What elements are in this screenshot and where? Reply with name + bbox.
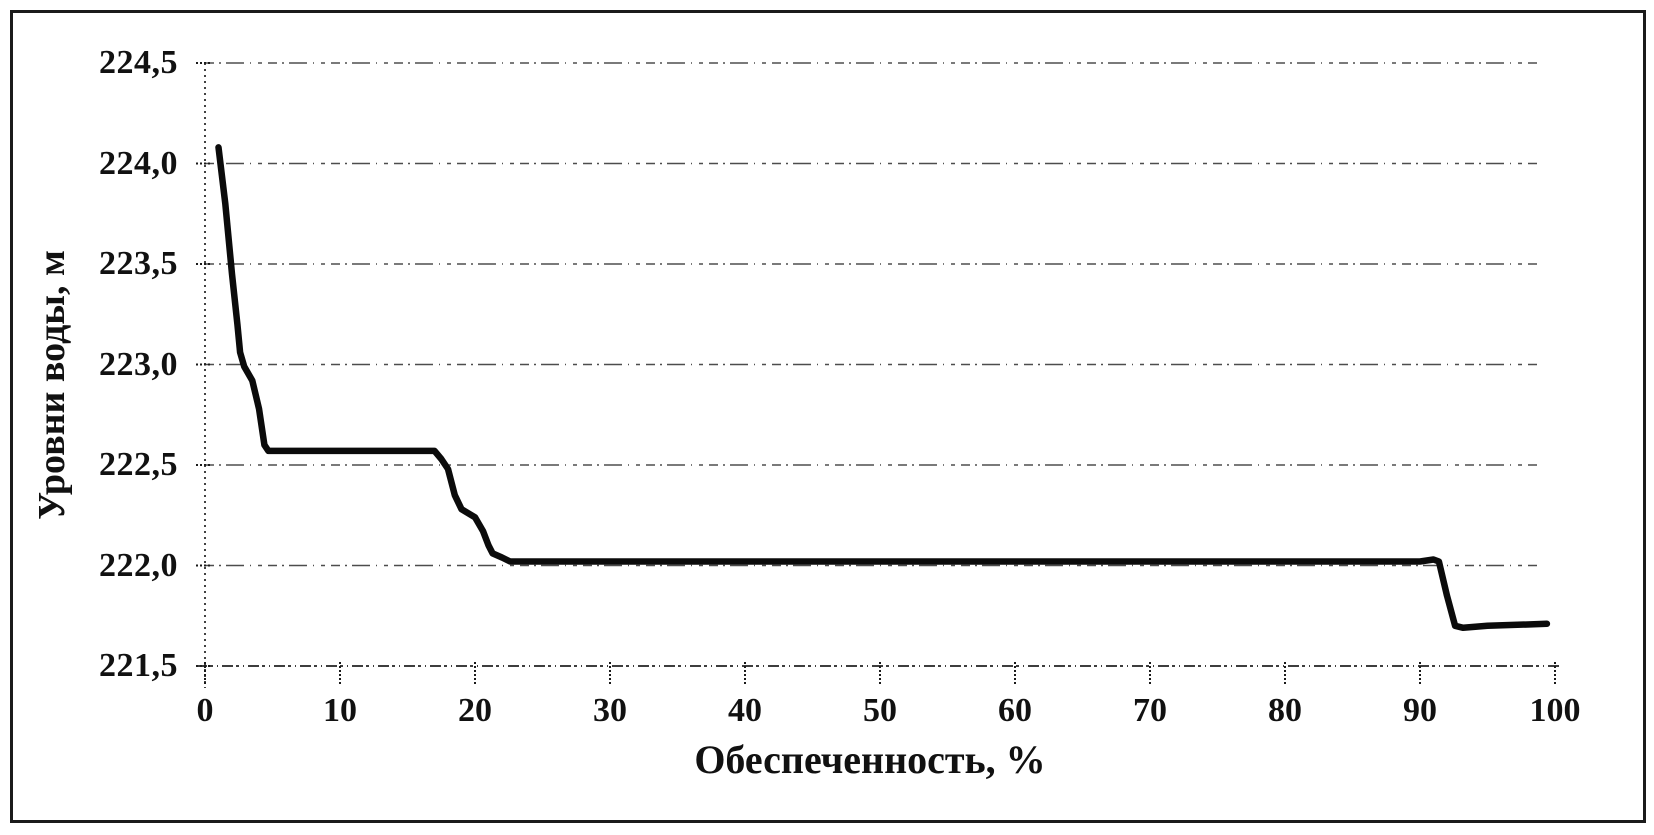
x-tick-label: 30 <box>593 692 627 729</box>
x-tick-label: 60 <box>998 692 1032 729</box>
x-axis-title: Обеспеченность, % <box>694 737 1046 782</box>
x-tick-label: 90 <box>1403 692 1437 729</box>
series-water-level-curve <box>215 144 1551 632</box>
y-tick-label: 222,0 <box>99 546 178 584</box>
y-tick-label: 224,5 <box>99 44 178 81</box>
x-tick-label: 70 <box>1133 692 1167 729</box>
y-tick-label: 223,5 <box>99 245 178 282</box>
x-tick-label: 10 <box>323 692 357 729</box>
x-tick-label: 100 <box>1529 692 1581 729</box>
y-tick-label: 222,5 <box>99 446 178 483</box>
y-tick-label: 223,0 <box>99 345 178 383</box>
x-tick-label: 0 <box>196 692 214 729</box>
x-tick-label: 80 <box>1268 692 1302 729</box>
x-tick-label: 20 <box>458 692 492 729</box>
chart-outer-border <box>10 10 1646 823</box>
x-tick-label: 50 <box>863 692 897 729</box>
y-tick-label: 221,5 <box>99 647 178 684</box>
y-tick-label: 224,0 <box>99 144 178 182</box>
x-tick-label: 40 <box>728 692 762 729</box>
